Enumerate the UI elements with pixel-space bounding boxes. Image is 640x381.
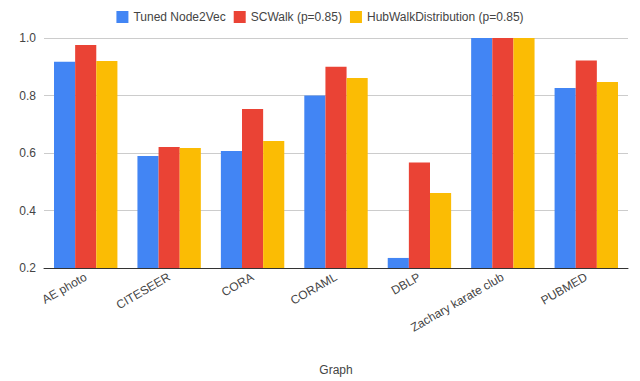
svg-text:CORAML: CORAML xyxy=(288,270,340,308)
svg-text:0.6: 0.6 xyxy=(19,146,36,160)
svg-text:CORA: CORA xyxy=(219,270,256,299)
svg-text:1.0: 1.0 xyxy=(19,31,36,45)
svg-text:0.2: 0.2 xyxy=(19,261,36,275)
svg-text:HubWalkDistribution (p=0.85): HubWalkDistribution (p=0.85) xyxy=(367,10,524,24)
svg-text:Tuned Node2Vec: Tuned Node2Vec xyxy=(133,10,225,24)
svg-text:Graph: Graph xyxy=(319,363,352,377)
svg-text:0.8: 0.8 xyxy=(19,89,36,103)
svg-text:CITESEER: CITESEER xyxy=(114,270,173,312)
svg-text:DBLP: DBLP xyxy=(389,270,423,298)
svg-text:SCWalk (p=0.85): SCWalk (p=0.85) xyxy=(251,10,342,24)
svg-text:Zachary karate club: Zachary karate club xyxy=(408,270,506,335)
svg-text:AE photo: AE photo xyxy=(40,270,90,307)
svg-text:PUBMED: PUBMED xyxy=(538,270,590,308)
svg-text:0.4: 0.4 xyxy=(19,204,36,218)
